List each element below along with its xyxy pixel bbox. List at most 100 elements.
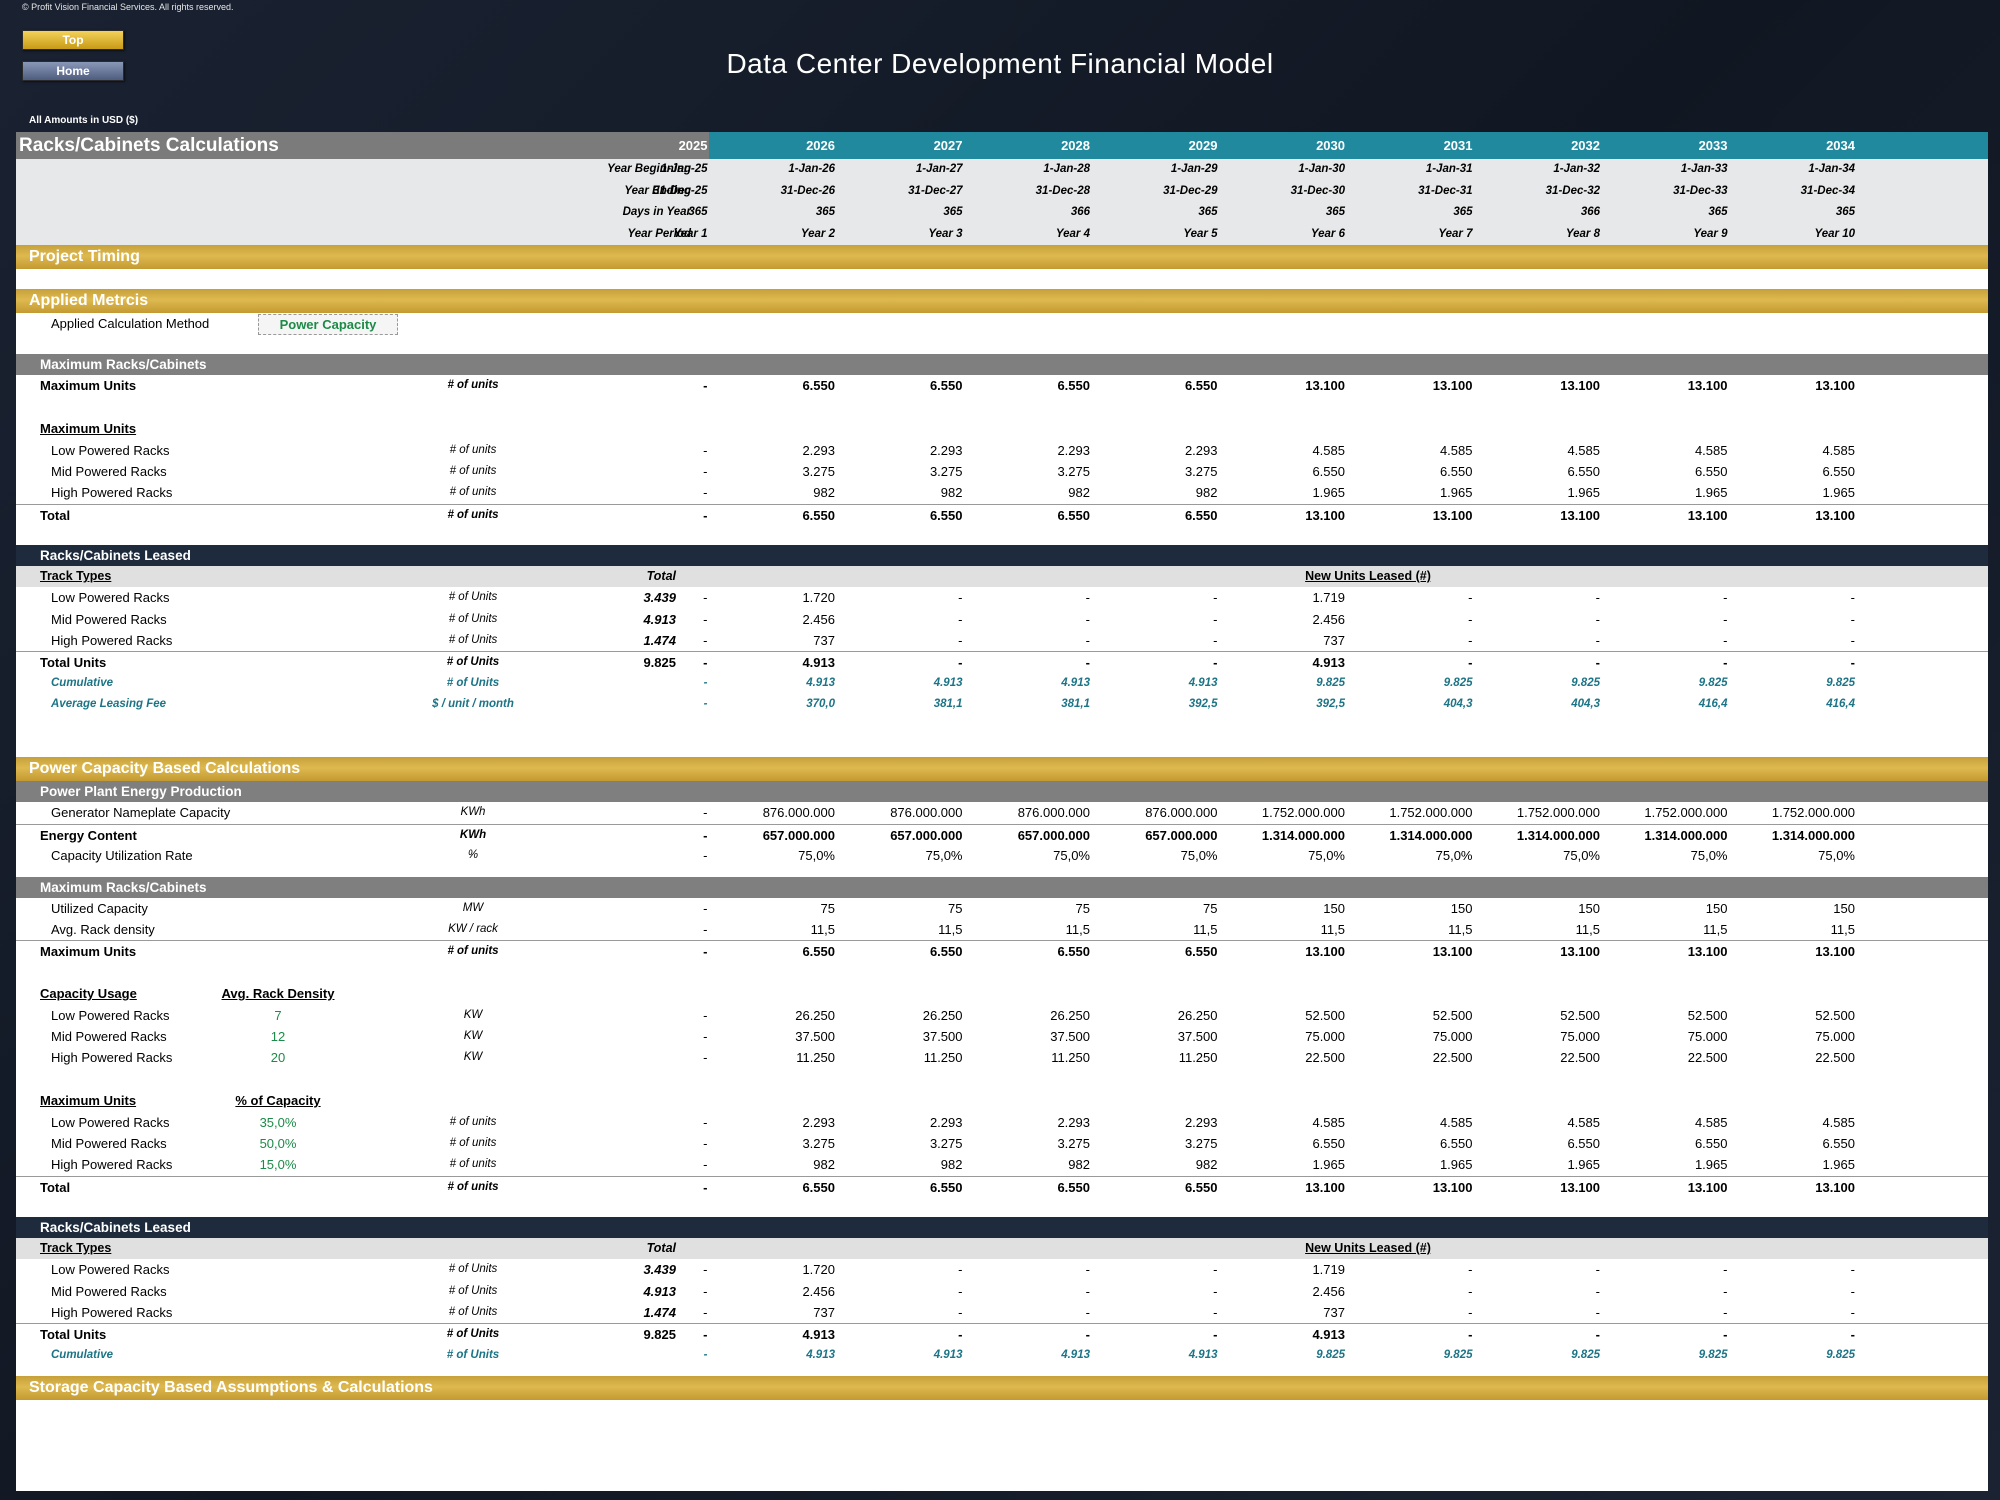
date-cell: Year 6 — [1310, 227, 1345, 240]
value-cell: 737 — [1323, 1304, 1345, 1320]
value-cell: - — [1723, 1327, 1728, 1343]
value-cell: 1.314.000.000 — [1389, 827, 1473, 843]
date-cell: 1-Jan-29 — [1170, 163, 1218, 175]
value-cell: 11,5 — [1703, 922, 1728, 938]
row-label: High Powered Racks — [51, 1157, 173, 1173]
col-track-types: Track Types — [40, 569, 112, 584]
value-cell: 2.456 — [802, 611, 835, 627]
value-cell: 75,0% — [1690, 848, 1728, 864]
date-cell: 31-Dec-33 — [1673, 184, 1728, 197]
row-unit: KWh — [459, 828, 487, 841]
date-cell: 365 — [943, 206, 963, 218]
home-button[interactable]: Home — [22, 61, 124, 81]
value-cell: - — [1850, 611, 1855, 627]
value-cell: 75.000 — [1560, 1028, 1600, 1044]
value-cell: 4.913 — [1312, 655, 1345, 671]
value-cell: - — [703, 463, 708, 479]
value-cell: 657.000.000 — [1145, 827, 1218, 843]
value-cell: 3.275 — [1057, 1135, 1090, 1151]
row-label: Low Powered Racks — [51, 1114, 170, 1130]
row-label: Mid Powered Racks — [51, 463, 167, 479]
value-cell: 75.000 — [1305, 1028, 1345, 1044]
value-cell: 2.456 — [1312, 1283, 1345, 1299]
pct-value[interactable]: 15,0% — [259, 1157, 297, 1173]
value-cell: 3.275 — [929, 463, 963, 479]
section-title: Project Timing — [29, 248, 140, 265]
value-cell: 4.585 — [1439, 442, 1473, 458]
year-header-cell: 2026 — [806, 138, 835, 153]
value-cell: - — [703, 1327, 708, 1343]
utilized-capacity-row: Utilized Capacity MW - 75 75 75 75 150 150 150 1… — [16, 898, 1988, 919]
row-label: Maximum Units — [40, 944, 137, 960]
leased2-mid-row: Mid Powered Racks # of Units 4.913 - 2.45… — [16, 1281, 1988, 1302]
calculation-method-select[interactable]: Power Capacity — [258, 314, 398, 335]
total-row-2: Total # of units - 6.550 6.550 6.550 6.550 13… — [16, 1175, 1988, 1197]
value-cell: 1.965 — [1439, 485, 1473, 501]
section-power-capacity: Power Capacity Based Calculations — [16, 757, 1988, 782]
value-cell: 4.585 — [1567, 1114, 1600, 1130]
row-total: 9.825 — [643, 655, 676, 671]
value-cell: - — [1213, 632, 1218, 648]
value-cell: 1.965 — [1694, 1157, 1728, 1173]
pct-value[interactable]: 50,0% — [259, 1135, 297, 1151]
value-cell: 75.000 — [1432, 1028, 1473, 1044]
value-cell: 2.293 — [1057, 1114, 1090, 1130]
row-unit: # of units — [449, 1115, 497, 1128]
row-label: High Powered Racks — [51, 1304, 173, 1320]
date-cell: 31-Dec-28 — [1035, 184, 1090, 197]
date-row-year-ending: Year Ending 31-Dec-25 31-Dec-26 31-Dec-27 3… — [16, 180, 1988, 202]
value-cell: 75 — [948, 900, 963, 916]
value-cell: 11,5 — [1830, 922, 1855, 938]
row-label: Total — [40, 507, 71, 523]
value-cell: 3.275 — [802, 1135, 835, 1151]
density-value[interactable]: 20 — [270, 1050, 286, 1066]
value-cell: 13.100 — [1305, 1179, 1345, 1195]
row-label: Year Ending — [624, 184, 691, 197]
subheader-title: Maximum Racks/Cabinets — [40, 357, 207, 373]
value-cell: - — [1850, 1283, 1855, 1299]
date-row-period: Year Period Year 1 Year 2 Year 3 Year 4 Year… — [16, 223, 1988, 245]
value-cell: 3.275 — [1184, 1135, 1218, 1151]
row-unit: # of units — [447, 945, 499, 958]
value-cell: 150 — [1833, 900, 1855, 916]
value-cell: 370,0 — [806, 698, 835, 711]
value-cell: - — [1085, 590, 1090, 606]
row-label: Avg. Rack density — [51, 922, 155, 938]
subheader-max-racks-2: Maximum Racks/Cabinets — [16, 876, 1988, 898]
row-label: Applied Calculation Method — [51, 316, 210, 331]
capacity-utilization-row: Capacity Utilization Rate % - 75,0% 75,0% 7… — [16, 845, 1988, 866]
value-cell: 737 — [813, 1304, 835, 1320]
section-title: Applied Metrcis — [29, 292, 149, 309]
row-label: Total Units — [40, 1327, 107, 1343]
value-cell: 657.000.000 — [1017, 827, 1090, 843]
value-cell: 982 — [1068, 1157, 1090, 1173]
row-total: 1.474 — [643, 632, 676, 648]
value-cell: - — [1595, 1327, 1600, 1343]
spreadsheet: Racks/Cabinets Calculations 2025 2026 2027… — [16, 132, 1988, 1491]
date-cell: 366 — [1580, 206, 1600, 218]
value-cell: 52.500 — [1305, 1007, 1345, 1023]
year-header-cell: 2029 — [1188, 138, 1218, 153]
value-cell: 9.825 — [1316, 1348, 1345, 1361]
density-value[interactable]: 12 — [270, 1028, 286, 1044]
row-unit: # of units — [447, 1180, 499, 1193]
row-label: Low Powered Racks — [51, 590, 170, 606]
density-value[interactable]: 7 — [274, 1007, 282, 1023]
value-cell: 26.250 — [922, 1007, 963, 1023]
value-cell: 9.825 — [1571, 676, 1600, 689]
value-cell: 6.550 — [929, 944, 963, 960]
value-cell: 1.314.000.000 — [1261, 827, 1345, 843]
col-new-units: New Units Leased (#) — [1305, 1241, 1431, 1256]
row-unit: # of Units — [448, 612, 498, 625]
value-cell: 11.250 — [1051, 1050, 1090, 1066]
value-cell: 75 — [1075, 900, 1090, 916]
value-cell: 982 — [813, 485, 835, 501]
value-cell: 75,0% — [925, 848, 963, 864]
value-cell: 982 — [1195, 1157, 1218, 1173]
pct-value[interactable]: 35,0% — [259, 1114, 297, 1130]
value-cell: 4.913 — [802, 1327, 835, 1343]
top-button[interactable]: Top — [22, 30, 124, 50]
value-cell: 6.550 — [802, 507, 835, 523]
date-cell: 365 — [1708, 206, 1728, 218]
value-cell: 416,4 — [1698, 698, 1728, 711]
